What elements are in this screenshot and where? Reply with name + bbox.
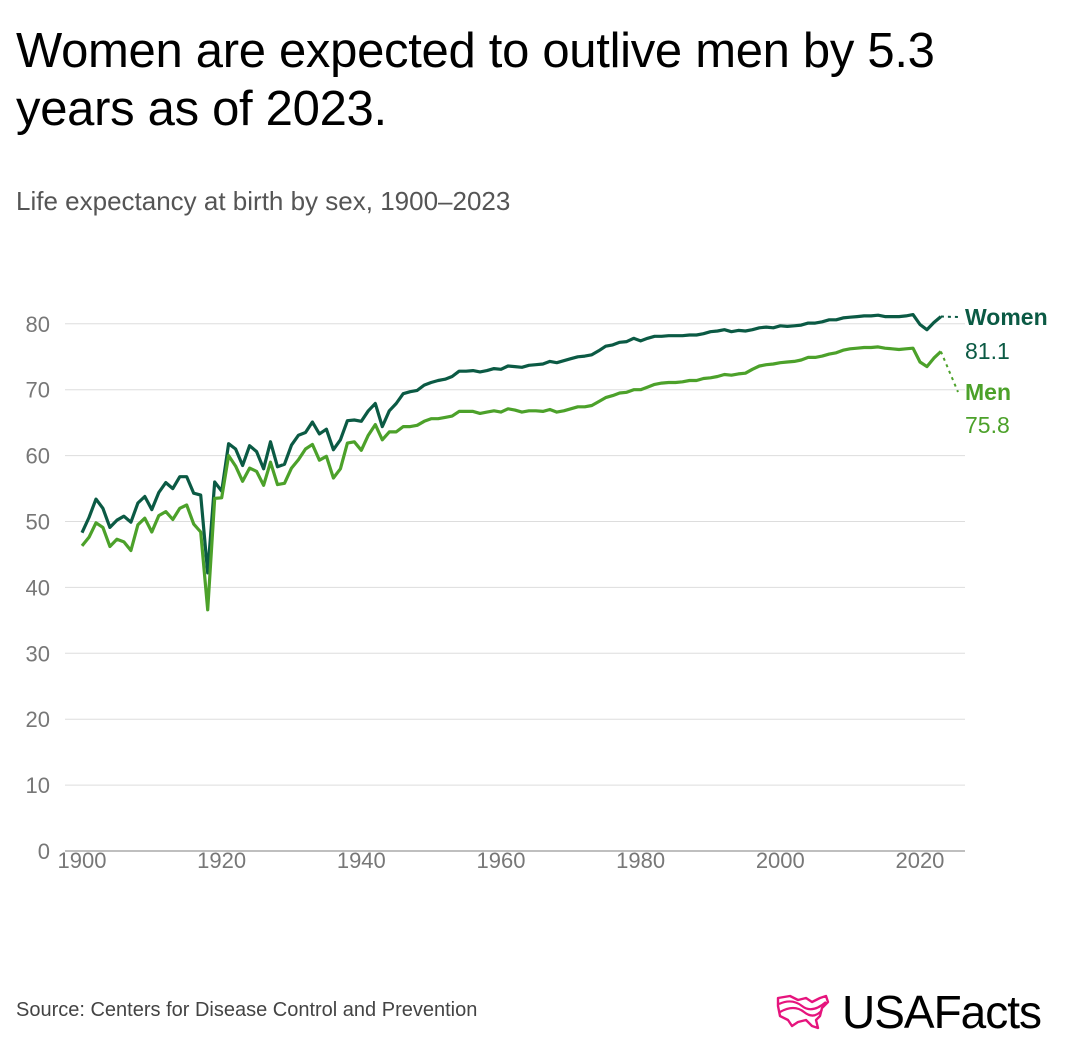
series-line-women: [80, 313, 942, 575]
series-end-value: 75.8: [965, 412, 1010, 438]
y-tick-label: 50: [26, 510, 50, 535]
leader-line: [939, 351, 959, 393]
chart-title: Women are expected to outlive men by 5.3…: [16, 24, 935, 136]
series-end-labels: Women 81.1 Men 75.8: [939, 304, 1048, 438]
x-tick-label: 1920: [197, 848, 246, 873]
series-label: Women: [965, 304, 1048, 330]
y-tick-label: 30: [26, 641, 50, 666]
x-tick-label: 1940: [337, 848, 386, 873]
x-axis-ticks: 1900 1920 1940 1960 1980 2000 2020: [58, 848, 945, 873]
y-axis-ticks: 0 10 20 30 40 50 60 70 80: [26, 312, 50, 864]
source-note: Source: Centers for Disease Control and …: [16, 999, 478, 1021]
y-tick-label: 10: [26, 773, 50, 798]
series-end-value: 81.1: [965, 338, 1010, 364]
x-tick-label: 1960: [477, 848, 526, 873]
y-tick-label: 60: [26, 444, 50, 469]
x-tick-label: 2020: [895, 848, 944, 873]
y-tick-label: 70: [26, 378, 50, 403]
x-tick-label: 1980: [616, 848, 665, 873]
usafacts-logo: USAFacts: [776, 985, 1042, 1039]
logo-text: USAFacts: [842, 986, 1042, 1038]
x-tick-label: 1900: [58, 848, 107, 873]
y-tick-label: 40: [26, 575, 50, 600]
x-tick-label: 2000: [756, 848, 805, 873]
series-label: Men: [965, 379, 1011, 405]
y-tick-label: 20: [26, 707, 50, 732]
y-tick-label: 80: [26, 312, 50, 337]
chart-subtitle: Life expectancy at birth by sex, 1900–20…: [16, 186, 511, 216]
series-line-men: [80, 345, 942, 612]
usa-map-outline-icon: [776, 994, 830, 1030]
y-tick-label: 0: [38, 839, 50, 864]
gridlines: [65, 323, 965, 852]
series-lines: [80, 313, 942, 612]
